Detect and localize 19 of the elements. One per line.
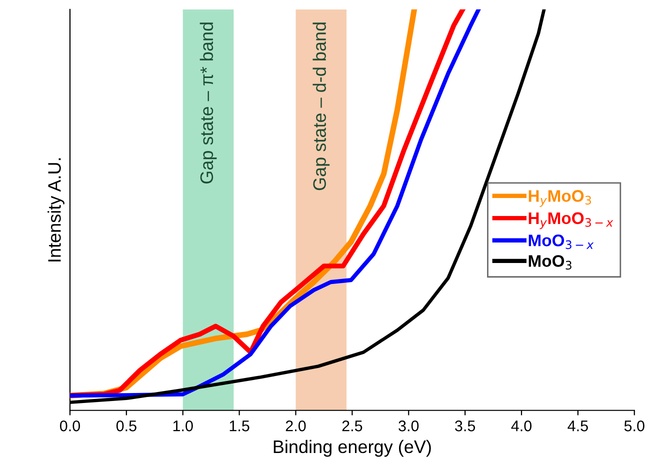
x-tick-label: 0.0 — [60, 420, 80, 432]
x-tick-label: 2.0 — [286, 420, 306, 432]
x-tick-label: 3.5 — [455, 420, 476, 432]
x-tick-label: 1.0 — [173, 420, 193, 432]
x-axis-title: Binding energy (eV) — [274, 440, 431, 457]
legend-label: H$_{y}$MoO$_{3}$ — [528, 190, 591, 207]
band-label: Gap state – d-d band — [312, 22, 330, 190]
legend-label: H$_{y}$MoO$_{3−x}$ — [528, 212, 614, 230]
x-tick-label: 5.0 — [624, 420, 644, 432]
x-tick-label: 4.5 — [568, 420, 588, 432]
x-tick-label: 0.5 — [116, 420, 136, 432]
legend-label: MoO$_{3}$ — [528, 255, 572, 270]
x-tick-label: 2.5 — [342, 420, 362, 432]
band-label: Gap state – π* band — [200, 22, 217, 184]
y-axis-title: Intensity A.U. — [48, 158, 64, 262]
x-tick-label: 1.5 — [230, 420, 250, 432]
legend-label: MoO$_{3−x}$ — [528, 234, 594, 250]
x-tick-label: 4.0 — [511, 420, 532, 432]
x-tick-label: 3.0 — [398, 420, 419, 432]
